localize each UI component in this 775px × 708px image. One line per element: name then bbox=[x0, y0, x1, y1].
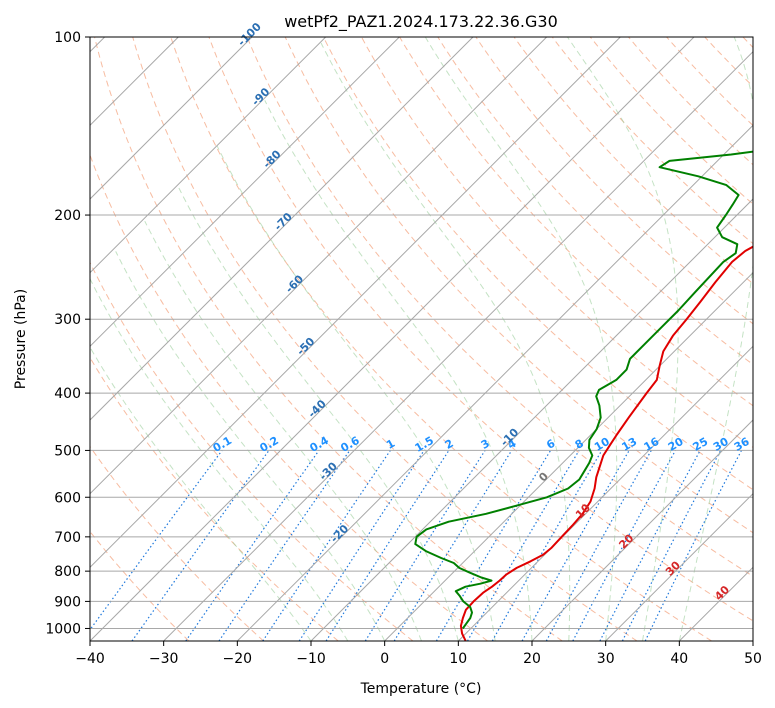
mixing-ratio-line bbox=[325, 450, 450, 641]
x-axis-title: Temperature (°C) bbox=[360, 681, 482, 697]
x-tick-label: 20 bbox=[523, 651, 541, 667]
dry-adiabat-line bbox=[628, 37, 753, 166]
y-tick-label: 300 bbox=[54, 312, 81, 328]
mixing-ratio-line bbox=[393, 450, 513, 641]
isotherm-line bbox=[90, 37, 253, 200]
moist-adiabat-line bbox=[90, 277, 349, 641]
isotherm-line bbox=[90, 37, 621, 569]
axis-ticks: −40 −30 −20 −10 0 10 20 30 40 50 100 200 300 400 500 60… bbox=[45, 30, 762, 667]
x-tick-label: −10 bbox=[296, 651, 326, 667]
dry-adiabat-line bbox=[90, 445, 264, 641]
isotherm-line bbox=[90, 37, 548, 495]
y-tick-label: 100 bbox=[54, 30, 81, 46]
dry-adiabat-line bbox=[322, 37, 753, 491]
y-tick-label: 900 bbox=[54, 594, 81, 610]
moist-adiabat-line bbox=[264, 100, 533, 641]
x-tick-label: 0 bbox=[380, 651, 389, 667]
plot-frame bbox=[89, 36, 754, 642]
mixing-ratio-line bbox=[218, 450, 351, 641]
mixing-ratio-line bbox=[521, 450, 630, 641]
plot-background bbox=[90, 37, 753, 641]
x-tick-label: 50 bbox=[744, 651, 762, 667]
mixing-ratio-line bbox=[131, 450, 270, 641]
mixing-ratio-line bbox=[466, 450, 580, 641]
isotherm-line bbox=[90, 37, 400, 348]
moist-adiabat-line bbox=[115, 251, 386, 641]
moist-adiabat-line bbox=[178, 187, 459, 641]
mixing-ratio-line bbox=[364, 450, 486, 641]
x-tick-label: 40 bbox=[670, 651, 688, 667]
mixing-ratio-line bbox=[545, 450, 652, 641]
reference-curve bbox=[0, 37, 70, 641]
moist-adiabat-line bbox=[678, 37, 753, 641]
dewpoint-line bbox=[414, 150, 753, 630]
mixing-ratio-line bbox=[435, 450, 552, 641]
moist-adiabat-line bbox=[566, 37, 679, 641]
moist-adiabat-line bbox=[144, 220, 422, 641]
y-axis-title: Pressure (hPa) bbox=[13, 289, 29, 389]
x-tick-label: 10 bbox=[449, 651, 467, 667]
grid-lines bbox=[0, 37, 753, 641]
y-tick-label: 200 bbox=[54, 208, 81, 224]
isotherm-line bbox=[752, 640, 753, 641]
dry-adiabat-line bbox=[475, 37, 753, 325]
x-tick-label: −30 bbox=[149, 651, 179, 667]
y-tick-label: 1000 bbox=[45, 622, 81, 638]
x-tick-label: 30 bbox=[597, 651, 615, 667]
y-tick-label: 600 bbox=[54, 490, 81, 506]
isotherm-line bbox=[531, 419, 753, 641]
y-tick-label: 700 bbox=[54, 530, 81, 546]
dry-adiabat-line bbox=[513, 37, 753, 285]
isotherm-line bbox=[90, 37, 695, 641]
isotherm-line bbox=[163, 50, 753, 641]
y-tick-label: 800 bbox=[54, 564, 81, 580]
x-tick-label: −40 bbox=[75, 651, 105, 667]
isotherm-line bbox=[90, 37, 474, 421]
isotherm-line bbox=[310, 198, 753, 641]
moist-adiabat-line bbox=[90, 346, 312, 641]
y-tick-label: 500 bbox=[54, 443, 81, 459]
moist-adiabat-line bbox=[424, 37, 618, 641]
isotherm-line bbox=[605, 492, 753, 641]
dry-adiabat-line bbox=[208, 37, 753, 622]
chart-title: wetPf2_PAZ1.2024.173.22.36.G30 bbox=[284, 12, 558, 32]
isotherm-line bbox=[90, 37, 327, 274]
sounding-lines bbox=[414, 150, 753, 641]
dry-adiabat-line bbox=[94, 37, 563, 641]
temperature-line bbox=[459, 245, 753, 641]
dry-adiabat-line bbox=[90, 261, 414, 641]
x-tick-label: −20 bbox=[223, 651, 253, 667]
isotherm-line bbox=[236, 124, 753, 641]
isotherm-line bbox=[384, 271, 753, 641]
mixing-ratio-line bbox=[90, 450, 223, 631]
dry-adiabat-line bbox=[399, 37, 753, 407]
y-tick-label: 400 bbox=[54, 386, 81, 402]
dry-adiabat-line bbox=[132, 37, 638, 641]
dry-adiabat-line bbox=[246, 37, 753, 577]
mixing-ratio-line bbox=[491, 450, 603, 641]
mixing-ratio-line bbox=[572, 450, 677, 641]
